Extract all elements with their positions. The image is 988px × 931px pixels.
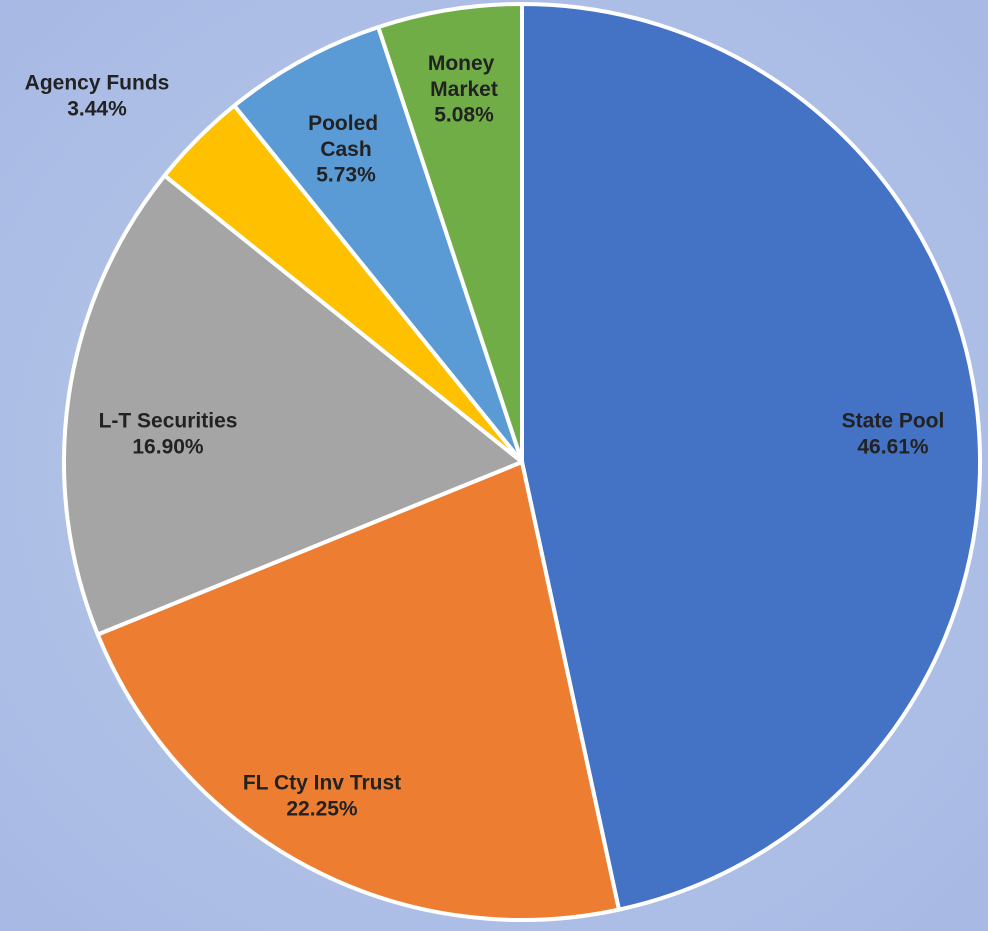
label-line: Pooled [308, 112, 384, 135]
value-label: 5.08% [434, 104, 494, 127]
category-label: State Pool [842, 410, 945, 433]
label-line: Money [428, 52, 500, 75]
value-label: 16.90% [132, 436, 204, 459]
label-line: Cash [320, 138, 371, 161]
category-label: Pooled Cash [308, 112, 384, 161]
pie-slice [376, 2, 524, 464]
category-label: FL Cty Inv Trust [243, 772, 401, 795]
pie-slice [95, 460, 621, 922]
category-label: Agency Funds [25, 72, 170, 95]
category-label: L-T Securities [99, 410, 238, 433]
label-line: Market [430, 78, 498, 101]
pie-slice [520, 2, 982, 912]
value-label: 3.44% [67, 98, 127, 121]
pie-slice [62, 173, 524, 637]
category-label: Money Market [428, 52, 500, 101]
pie-slice [232, 25, 524, 464]
value-label: 5.73% [316, 164, 376, 187]
value-label: 22.25% [286, 798, 358, 821]
value-label: 46.61% [857, 436, 929, 459]
